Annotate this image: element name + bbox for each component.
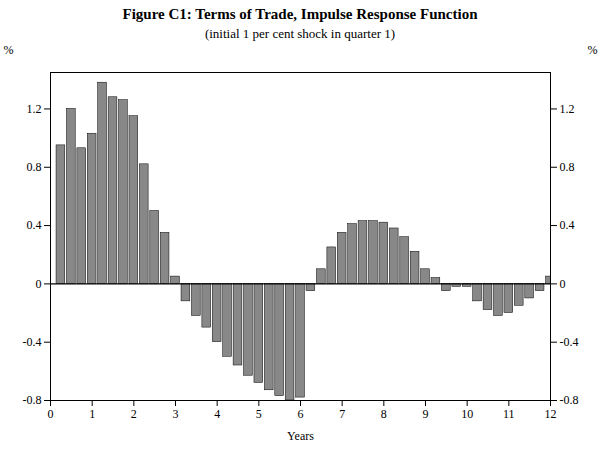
svg-text:-0.8: -0.8 — [23, 393, 42, 407]
svg-text:0: 0 — [36, 277, 42, 291]
svg-text:-0.4: -0.4 — [23, 335, 42, 349]
svg-text:9: 9 — [423, 407, 429, 421]
svg-text:0: 0 — [48, 407, 54, 421]
svg-text:12: 12 — [545, 407, 557, 421]
svg-text:0: 0 — [560, 277, 566, 291]
html-text:Figure C1: Terms of Trade, Imp: Figure C1: Terms of Trade, Impulse Respo… — [122, 6, 478, 22]
html-text:(initial 1 per cent shock in q: (initial 1 per cent shock in quarter 1) — [204, 26, 396, 41]
svg-text:0.8: 0.8 — [27, 160, 42, 174]
svg-text:11: 11 — [503, 407, 515, 421]
svg-text:-0.8: -0.8 — [560, 393, 579, 407]
svg-text:0.8: 0.8 — [560, 160, 575, 174]
svg-text:1: 1 — [89, 407, 95, 421]
svg-text:4: 4 — [214, 407, 220, 421]
svg-text:2: 2 — [131, 407, 137, 421]
svg-text:10: 10 — [461, 407, 473, 421]
svg-text:8: 8 — [381, 407, 387, 421]
svg-text:%: % — [4, 43, 14, 57]
svg-text:1.2: 1.2 — [27, 102, 42, 116]
svg-text:%: % — [588, 43, 598, 57]
svg-text:0.4: 0.4 — [27, 218, 42, 232]
svg-text:1.2: 1.2 — [560, 102, 575, 116]
svg-text:-0.4: -0.4 — [560, 335, 579, 349]
svg-text:7: 7 — [339, 407, 345, 421]
svg-text:0.4: 0.4 — [560, 218, 575, 232]
svg-text:5: 5 — [256, 407, 262, 421]
svg-text:Years: Years — [287, 429, 314, 443]
svg-text:3: 3 — [173, 407, 179, 421]
svg-text:6: 6 — [298, 407, 304, 421]
